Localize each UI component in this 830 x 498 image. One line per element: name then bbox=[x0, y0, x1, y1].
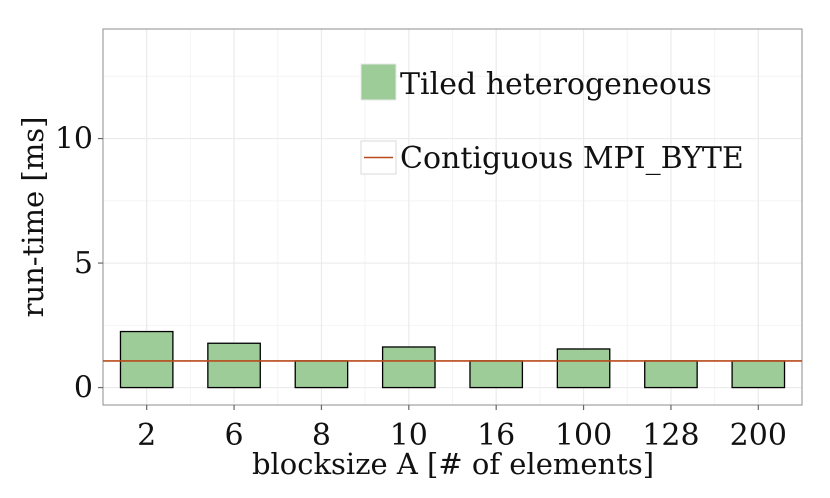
legend-label-line: Contiguous MPI_BYTE bbox=[400, 141, 744, 176]
plot-panel-border bbox=[102, 28, 803, 406]
bar bbox=[207, 342, 261, 389]
x-tick-label: 8 bbox=[312, 418, 331, 453]
x-axis-ticks: 2 6 8 10 16 100 128 200 bbox=[137, 405, 787, 453]
legend: Tiled heterogeneous Contiguous MPI_BYTE bbox=[360, 63, 744, 176]
legend-key-bar bbox=[360, 63, 397, 101]
bar bbox=[556, 348, 611, 389]
bars bbox=[119, 330, 786, 389]
x-tick-label: 100 bbox=[555, 418, 612, 453]
bar bbox=[119, 330, 174, 389]
bar bbox=[644, 360, 698, 389]
y-tick-label: 10 bbox=[55, 122, 93, 157]
bar bbox=[469, 360, 524, 389]
x-tick-label: 128 bbox=[642, 418, 699, 453]
bar bbox=[294, 360, 349, 389]
x-tick-label: 2 bbox=[137, 418, 156, 453]
y-axis-ticks: 0 5 10 bbox=[55, 122, 103, 406]
x-tick-label: 10 bbox=[390, 418, 428, 453]
y-tick-label: 0 bbox=[74, 371, 93, 406]
x-tick-label: 200 bbox=[730, 418, 787, 453]
x-tick-label: 16 bbox=[477, 418, 515, 453]
x-tick-label: 6 bbox=[225, 418, 244, 453]
x-axis-title: blocksize A [# of elements] bbox=[252, 447, 654, 481]
y-tick-label: 5 bbox=[74, 246, 93, 281]
y-axis-title: run-time [ms] bbox=[16, 117, 50, 318]
bar bbox=[731, 360, 786, 389]
legend-label-bar: Tiled heterogeneous bbox=[400, 67, 712, 102]
bar bbox=[381, 346, 436, 389]
